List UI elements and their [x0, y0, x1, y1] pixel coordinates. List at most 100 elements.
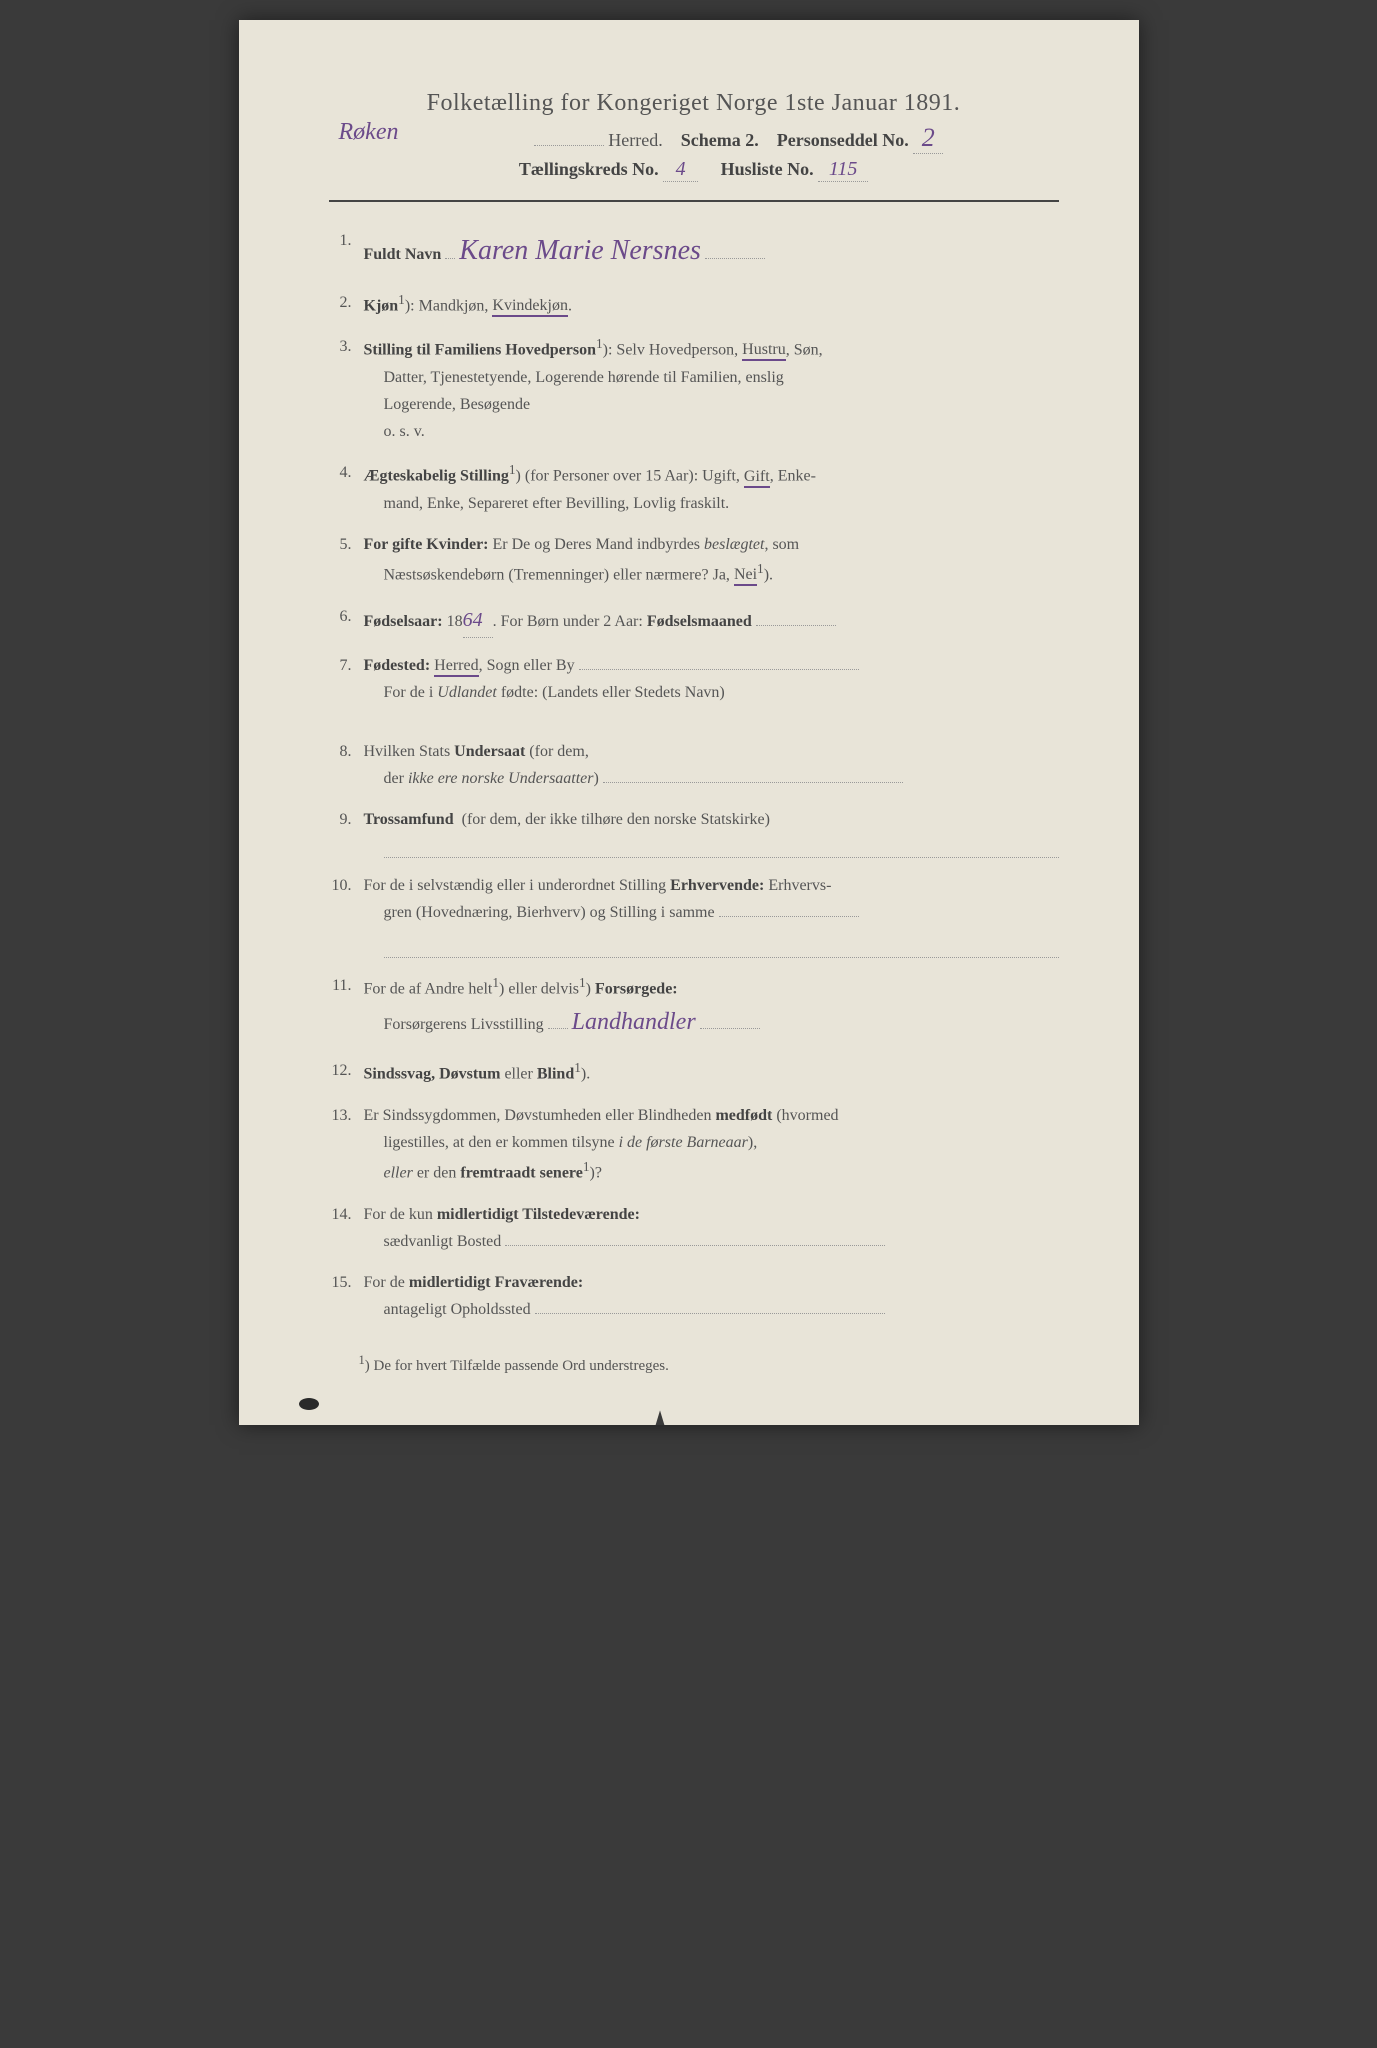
item-3-cont2: Logerende, Besøgende [364, 391, 1059, 418]
item-9-a: (for dem, der ikke tilhøre den norske St… [462, 811, 770, 828]
item-11-sup2: 1 [579, 975, 586, 990]
item-14-label: midlertidigt Tilstedeværende: [437, 1206, 640, 1223]
husliste-value: 115 [829, 158, 858, 180]
item-9-label: Trossamfund [364, 811, 454, 828]
item-13-label2: fremtraadt senere [460, 1164, 582, 1181]
herred-handwritten: Røken [339, 119, 399, 146]
item-4-a: ) (for Personer over 15 Aar): Ugift, [516, 468, 740, 485]
item-6-prefix: 18 [447, 613, 463, 630]
item-2-a: ): Mandkjøn, [405, 297, 489, 314]
schema-label: Schema 2. [681, 130, 759, 150]
item-1-value: Karen Marie Nersnes [459, 227, 701, 275]
item-7-cont1a: For de i [384, 684, 434, 701]
item-13-b: (hvormed [776, 1107, 838, 1124]
item-12-sup: 1 [574, 1060, 581, 1075]
personseddel-value: 2 [922, 123, 935, 152]
item-num-15: 15. [329, 1269, 364, 1323]
item-12-a: eller [504, 1066, 532, 1083]
husliste-label: Husliste No. [721, 159, 814, 179]
kreds-label: Tællingskreds No. [519, 159, 659, 179]
item-10: 10. For de i selvstændig eller i underor… [329, 872, 1059, 958]
form-title: Folketælling for Kongeriget Norge 1ste J… [329, 90, 1059, 117]
item-10-a: For de i selvstændig eller i underordnet… [364, 877, 667, 894]
item-11: 11. For de af Andre helt1) eller delvis1… [329, 972, 1059, 1043]
ink-blotch [299, 1398, 319, 1410]
item-4-sup: 1 [509, 462, 516, 477]
item-11-c: ) [586, 980, 591, 997]
item-12-label2: Blind [537, 1066, 574, 1083]
item-6-value: 64 [463, 609, 483, 631]
item-4: 4. Ægteskabelig Stilling1) (for Personer… [329, 459, 1059, 517]
item-5-end: ). [764, 566, 773, 583]
item-6: 6. Fødselsaar: 1864. For Børn under 2 Aa… [329, 603, 1059, 638]
item-13: 13. Er Sindssygdommen, Døvstumheden elle… [329, 1102, 1059, 1187]
kreds-value: 4 [676, 158, 686, 180]
item-2-sup: 1 [398, 292, 405, 307]
item-14-cont1: sædvanligt Bosted [384, 1233, 502, 1250]
item-5-cont1a: Næstsøskendebørn (Tremenninger) eller næ… [384, 566, 730, 583]
item-15-label: midlertidigt Fraværende: [409, 1274, 583, 1291]
item-5-underlined: Nei [734, 566, 757, 586]
husliste-blank: 115 [818, 158, 868, 182]
item-13-cont1a: ligestilles, at den er kommen tilsyne [384, 1134, 615, 1151]
item-10-cont1: gren (Hovednæring, Bierhverv) og Stillin… [384, 904, 715, 921]
item-7-underlined: Herred [434, 657, 478, 677]
footnote-text: ) De for hvert Tilfælde passende Ord und… [365, 1358, 669, 1374]
item-13-cont2b: er den [417, 1164, 457, 1181]
item-15: 15. For de midlertidigt Fraværende: anta… [329, 1269, 1059, 1323]
item-3-b: , Søn, [786, 341, 823, 358]
header-divider [329, 200, 1059, 202]
item-14: 14. For de kun midlertidigt Tilstedevære… [329, 1201, 1059, 1255]
item-6-label2: Fødselsmaaned [647, 613, 752, 630]
item-8-italic1: ikke ere norske Undersaatter [408, 770, 594, 787]
item-11-value: Landhandler [572, 1002, 696, 1043]
item-13-label: medfødt [715, 1107, 772, 1124]
kreds-blank: 4 [663, 158, 698, 182]
item-11-b: ) eller delvis [499, 980, 579, 997]
item-13-end: )? [590, 1164, 602, 1181]
form-header: Folketælling for Kongeriget Norge 1ste J… [329, 90, 1059, 182]
item-5-label: For gifte Kvinder: [364, 536, 489, 553]
item-3: 3. Stilling til Familiens Hovedperson1):… [329, 333, 1059, 445]
item-11-cont1: Forsørgerens Livsstilling [384, 1016, 544, 1033]
herred-blank [534, 145, 604, 146]
item-12-label: Sindssvag, Døvstum [364, 1066, 501, 1083]
item-7: 7. Fødested: Herred, Sogn eller By For d… [329, 652, 1059, 706]
item-15-a: For de [364, 1274, 405, 1291]
item-13-sup: 1 [583, 1159, 590, 1174]
item-12: 12. Sindssvag, Døvstum eller Blind1). [329, 1057, 1059, 1088]
item-3-sup: 1 [596, 336, 603, 351]
item-6-label: Fødselsaar: [364, 613, 443, 630]
item-13-cont1b: ), [748, 1134, 757, 1151]
item-3-cont1: Datter, Tjenestetyende, Logerende hørend… [364, 364, 1059, 391]
item-num-2: 2. [329, 289, 364, 320]
header-line2: Røken Herred. Schema 2. Personseddel No.… [329, 123, 1059, 154]
item-3-cont3: o. s. v. [364, 418, 1059, 445]
item-8: 8. Hvilken Stats Undersaat (for dem, der… [329, 738, 1059, 792]
item-num-14: 14. [329, 1201, 364, 1255]
item-10-b: Erhvervs- [768, 877, 831, 894]
item-num-8: 8. [329, 738, 364, 792]
item-8-a: Hvilken Stats [364, 743, 451, 760]
item-5-b: , som [764, 536, 799, 553]
item-num-10: 10. [329, 872, 364, 958]
item-7-cont1b: fødte: (Landets eller Stedets Navn) [501, 684, 725, 701]
item-8-cont1a: der [384, 770, 404, 787]
item-15-cont1: antageligt Opholdssted [384, 1301, 531, 1318]
item-5-a: Er De og Deres Mand indbyrdes [493, 536, 701, 553]
item-num-13: 13. [329, 1102, 364, 1187]
item-13-cont2a: eller [384, 1164, 413, 1181]
item-num-11: 11. [329, 972, 364, 1043]
item-8-b: (for dem, [529, 743, 589, 760]
personseddel-blank: 2 [913, 123, 943, 154]
item-3-a: ): Selv Hovedperson, [603, 341, 739, 358]
personseddel-label: Personseddel No. [777, 130, 909, 150]
item-7-label: Fødested: [364, 657, 431, 674]
item-num-12: 12. [329, 1057, 364, 1088]
item-4-label: Ægteskabelig Stilling [364, 468, 509, 485]
footnote: 1) De for hvert Tilfælde passende Ord un… [329, 1353, 1059, 1375]
item-5-italic1: beslægtet [704, 536, 764, 553]
item-7-italic1: Udlandet [437, 684, 497, 701]
item-2-underlined: Kvindekjøn [492, 297, 568, 317]
herred-label: Herred. [608, 130, 662, 150]
